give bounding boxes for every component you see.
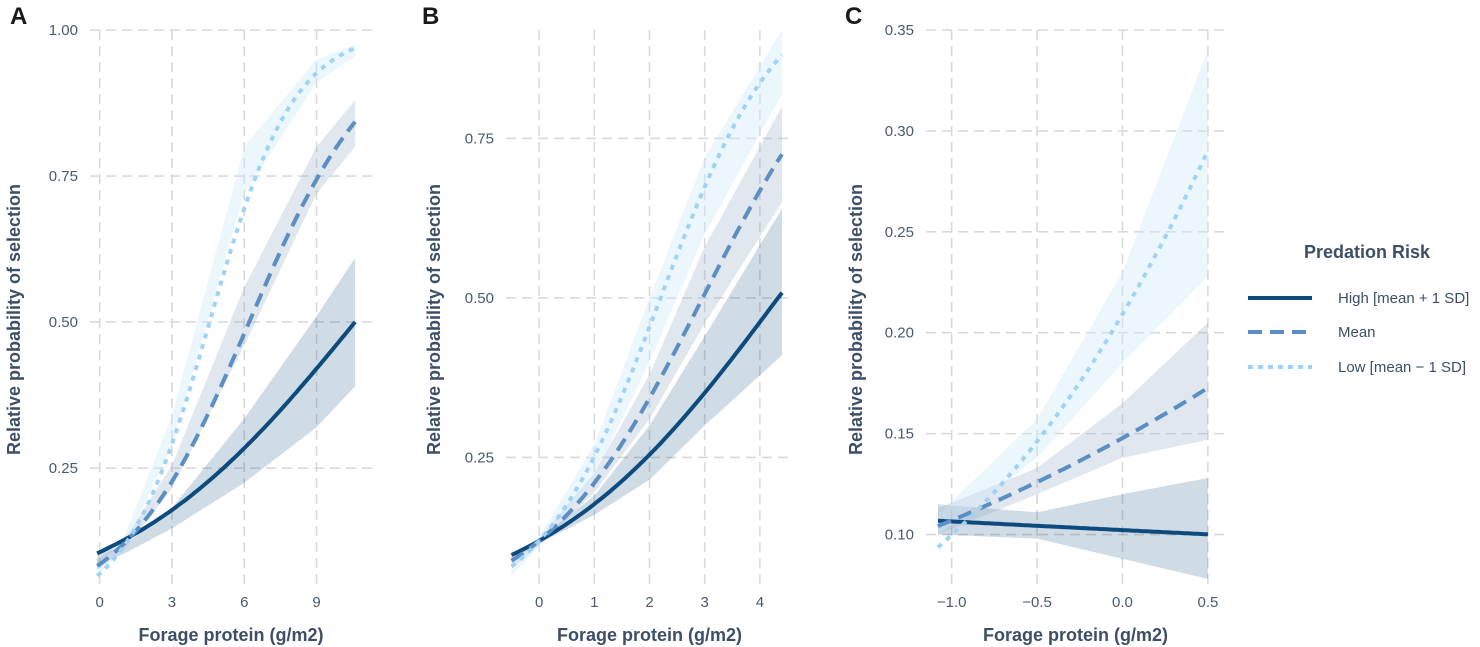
- y-tick-label: 0.50: [465, 290, 494, 307]
- series-line-high: [510, 291, 784, 557]
- x-tick-label: 1: [590, 594, 598, 611]
- y-tick-label: 0.75: [49, 168, 78, 185]
- x-tick-label: 3: [701, 594, 709, 611]
- y-axis-title: Relative probability of selection: [424, 184, 444, 455]
- legend-label-high: High [mean + 1 SD]: [1338, 290, 1469, 307]
- y-tick-label: 1.00: [49, 22, 78, 39]
- y-tick-label: 0.50: [49, 314, 78, 331]
- panel-a: A 0.25 0.50 0.75 1.00 0 3 6 9 Forage protein (g/m…: [4, 3, 372, 645]
- legend: Predation Risk High [mean + 1 SD] Mean L…: [1248, 242, 1469, 376]
- panel-label: A: [10, 3, 27, 30]
- x-tick-label: 6: [240, 594, 248, 611]
- y-tick-label: 0.35: [885, 22, 914, 39]
- x-tick-label: −1.0: [937, 594, 967, 611]
- series-line-mean: [937, 386, 1209, 528]
- x-tick-label: 9: [312, 594, 320, 611]
- x-tick-label: 4: [756, 594, 764, 611]
- y-axis-title: Relative probability of selection: [4, 184, 24, 455]
- series-line-mean: [96, 120, 357, 568]
- legend-title: Predation Risk: [1304, 242, 1431, 262]
- y-tick-label: 0.25: [465, 449, 494, 466]
- x-axis-title: Forage protein (g/m2): [557, 625, 742, 645]
- x-tick-label: 2: [645, 594, 653, 611]
- confidence-band-high: [97, 257, 356, 564]
- y-tick-label: 0.75: [465, 130, 494, 147]
- legend-label-mean: Mean: [1338, 324, 1376, 341]
- x-tick-label: 0: [95, 594, 103, 611]
- series-line-mean: [510, 153, 784, 563]
- x-tick-label: 0.0: [1112, 594, 1133, 611]
- panel-label: C: [845, 3, 862, 30]
- confidence-band-low: [97, 44, 356, 577]
- y-tick-label: 0.25: [49, 460, 78, 477]
- confidence-band-low: [938, 50, 1208, 535]
- panel-label: B: [422, 3, 439, 30]
- x-axis-title: Forage protein (g/m2): [983, 625, 1168, 645]
- y-tick-label: 0.25: [885, 224, 914, 241]
- x-tick-label: 3: [168, 594, 176, 611]
- confidence-band-high: [511, 208, 782, 561]
- x-tick-label: 0: [535, 594, 543, 611]
- series-line-high: [937, 518, 1208, 537]
- legend-label-low: Low [mean − 1 SD]: [1338, 359, 1466, 376]
- x-tick-label: −0.5: [1022, 594, 1052, 611]
- x-axis-title: Forage protein (g/m2): [138, 625, 323, 645]
- x-tick-label: 0.5: [1197, 594, 1218, 611]
- series-line-high: [96, 320, 357, 556]
- confidence-band-mean: [97, 100, 356, 571]
- y-tick-label: 0.30: [885, 123, 914, 140]
- y-tick-label: 0.20: [885, 325, 914, 342]
- confidence-band-mean: [938, 322, 1208, 535]
- y-tick-label: 0.15: [885, 426, 914, 443]
- y-tick-label: 0.10: [885, 527, 914, 544]
- y-axis-title: Relative probability of selection: [846, 184, 866, 455]
- panel-c: C 0.10 0.15 0.20 0.25 0.30 0.35 −1.0 −0.5 0.0 0.5 F…: [845, 3, 1225, 645]
- panel-b: B 0.25 0.50 0.75 0 1 2 3 4 Forage protein (g/m2) R…: [422, 3, 793, 645]
